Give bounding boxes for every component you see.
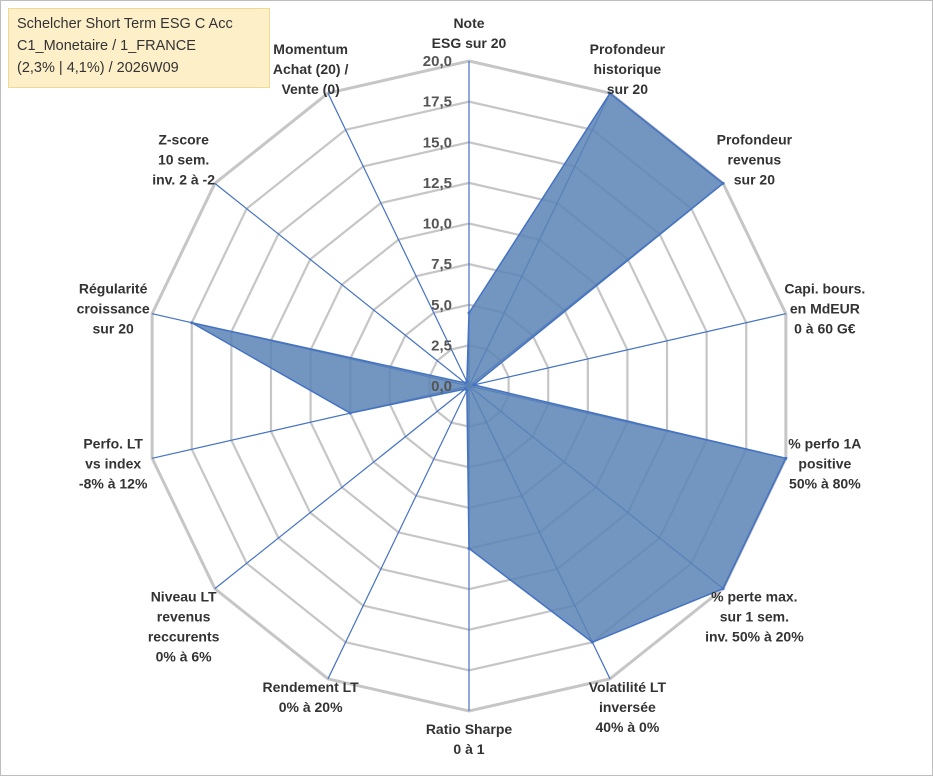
series-point: [463, 387, 467, 391]
axis-label: Profondeur revenus sur 20: [717, 131, 793, 187]
axis-spoke: [214, 182, 470, 387]
axis-label: Capi. bours. en MdEUR 0 à 60 G€: [784, 280, 865, 336]
axis-label-line: 0 à 1: [453, 741, 484, 757]
tick-label: 15,0: [423, 134, 452, 151]
tick-label: 10,0: [423, 216, 452, 233]
axis-label-line: Perfo. LT: [83, 436, 143, 452]
fund-period: (2,3% | 4,1%) / 2026W09: [17, 60, 179, 76]
axis-label-line: Profondeur: [590, 41, 666, 57]
fund-category: C1_Monetaire / 1_FRANCE: [17, 38, 196, 54]
axis-label-line: inv. 50% à 20%: [705, 629, 804, 645]
tick-label: 20,0: [423, 53, 452, 70]
radar-series: [190, 91, 788, 644]
tick-label: 5,0: [431, 297, 452, 314]
tick-label: 0,0: [431, 378, 452, 395]
axis-label-line: sur 1 sem.: [720, 609, 789, 625]
axis-label-line: inversée: [599, 699, 656, 715]
axis-label-line: vs index: [85, 456, 141, 472]
series-point: [784, 456, 788, 460]
axis-label-line: sur 20: [93, 320, 134, 336]
axis-label-line: 0% à 20%: [279, 699, 343, 715]
series-point: [465, 380, 469, 384]
axis-label: Régularité croissance sur 20: [77, 280, 150, 336]
axis-label-line: en MdEUR: [790, 300, 860, 316]
axis-label-line: Niveau LT: [151, 589, 217, 605]
axis-label-line: Ratio Sharpe: [426, 721, 513, 737]
axis-label-line: Profondeur: [717, 131, 793, 147]
axis-label-line: sur 20: [734, 171, 775, 187]
series-point: [467, 311, 471, 315]
axis-spoke: [468, 313, 786, 387]
axis-spoke: [327, 385, 470, 680]
axis-label-line: Vente (0): [281, 81, 339, 97]
axis-label: Ratio Sharpe 0 à 1: [426, 721, 513, 757]
axis-labels: Note ESG sur 20 Profondeur historique sur 20…: [77, 15, 866, 757]
axis-label-line: reccurents: [148, 629, 220, 645]
axis-spoke: [214, 385, 470, 590]
axis-label-line: Rendement LT: [263, 679, 360, 695]
fund-name: Schelcher Short Term ESG C Acc: [17, 16, 233, 32]
axis-label-line: Volatilité LT: [589, 679, 667, 695]
tick-label: 7,5: [431, 256, 452, 273]
axis-label-line: inv. 2 à -2: [152, 171, 215, 187]
axis-label-line: sur 20: [607, 81, 648, 97]
axis-label-line: 0% à 6%: [156, 649, 213, 665]
series-point: [590, 640, 594, 644]
axis-label-line: 40% à 0%: [595, 719, 659, 735]
axis-label: Niveau LT revenus reccurents 0% à 6%: [148, 589, 220, 665]
fund-info-box: Schelcher Short Term ESG C Acc C1_Moneta…: [8, 8, 270, 88]
axis-label-line: 10 sem.: [158, 151, 209, 167]
axis-label: Z-score 10 sem. inv. 2 à -2: [152, 131, 215, 187]
axis-label-line: % perte max.: [711, 589, 797, 605]
axis-label: Note ESG sur 20: [432, 15, 507, 51]
series-point: [467, 547, 471, 550]
axis-label: Rendement LT 0% à 20%: [263, 679, 360, 715]
axis-label-line: Note: [453, 15, 484, 31]
axis-label: Profondeur historique sur 20: [590, 41, 666, 97]
axis-label-line: 50% à 80%: [789, 476, 861, 492]
axis-label-line: Régularité: [79, 280, 148, 296]
axis-label-line: % perfo 1A: [788, 436, 861, 452]
series-point: [721, 181, 725, 185]
radial-tick-labels: 0,0 2,5 5,0 7,5 10,0 12,5 15,0 17,5 20,0: [423, 53, 452, 395]
series-point: [190, 321, 194, 325]
axis-label-line: Momentum: [273, 41, 348, 57]
axis-label-line: revenus: [157, 609, 211, 625]
axis-label: % perte max. sur 1 sem. inv. 50% à 20%: [705, 589, 804, 645]
axis-label-line: revenus: [728, 151, 782, 167]
tick-label: 17,5: [423, 94, 452, 111]
axis-label-line: ESG sur 20: [432, 35, 507, 51]
axis-label-line: Z-score: [158, 131, 209, 147]
series-area: [191, 92, 787, 644]
series-point: [348, 411, 352, 415]
axis-label: Volatilité LT inversée 40% à 0%: [589, 679, 667, 735]
series-point: [608, 91, 612, 95]
series-point: [721, 587, 725, 591]
series-point: [472, 383, 476, 387]
axis-label: Perfo. LT vs index -8% à 12%: [79, 436, 148, 492]
axis-spoke: [327, 92, 470, 387]
axis-label-line: Capi. bours.: [784, 280, 865, 296]
axis-label: Momentum Achat (20) / Vente (0): [273, 41, 349, 97]
axis-label-line: historique: [594, 61, 662, 77]
axis-label-line: 0 à 60 G€: [794, 320, 856, 336]
axis-label-line: positive: [798, 456, 851, 472]
axis-label-line: -8% à 12%: [79, 476, 148, 492]
tick-label: 12,5: [423, 175, 452, 192]
axis-label-line: Achat (20) /: [273, 61, 349, 77]
axis-label-line: croissance: [77, 300, 150, 316]
tick-label: 2,5: [431, 337, 452, 354]
axis-label: % perfo 1A positive 50% à 80%: [788, 436, 861, 492]
